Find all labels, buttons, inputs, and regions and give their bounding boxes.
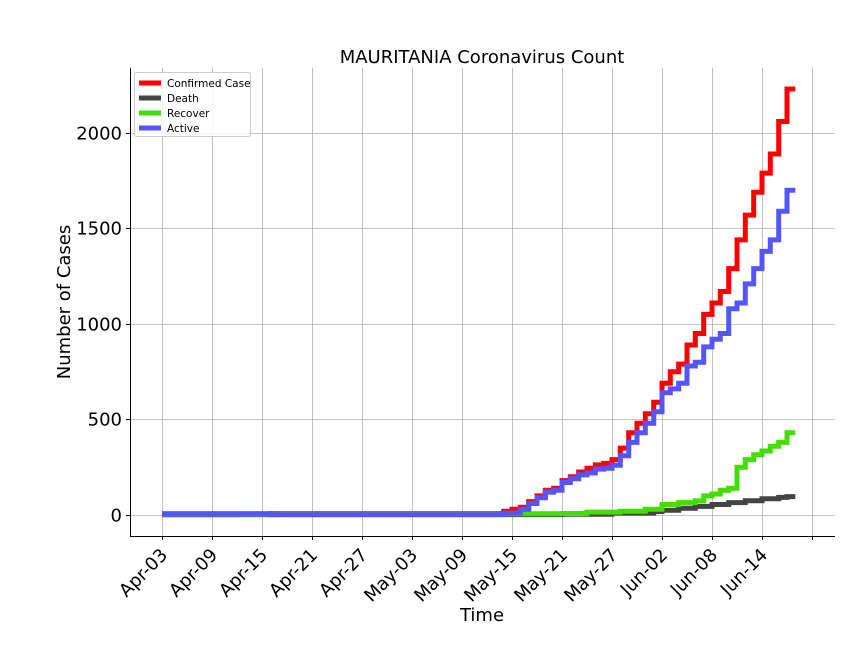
series-line-confirmed-case xyxy=(162,86,796,517)
x-tick-label: Jun-14 xyxy=(716,545,772,601)
legend: Confirmed Case Death Recover Active xyxy=(134,72,251,137)
y-tick-label: 1000 xyxy=(76,315,122,336)
y-ticks: 0 500 1000 1500 2000 xyxy=(76,124,130,527)
x-tick-label: Apr-21 xyxy=(265,545,322,602)
x-tick-label: Jun-08 xyxy=(666,545,722,601)
chart-title: MAURITANIA Coronavirus Count xyxy=(340,47,625,68)
y-tick-label: 2000 xyxy=(76,124,122,145)
x-tick-label: May-03 xyxy=(360,545,422,607)
y-tick-label: 1500 xyxy=(76,219,122,240)
legend-label-death: Death xyxy=(167,93,199,105)
x-ticks: Apr-03Apr-09Apr-15Apr-21Apr-27May-03May-… xyxy=(115,536,813,607)
y-axis-label: Number of Cases xyxy=(54,225,75,380)
x-tick-label: May-21 xyxy=(510,545,572,607)
x-axis-label: Time xyxy=(459,605,504,626)
x-tick-label: Apr-09 xyxy=(165,545,222,602)
y-tick-label: 500 xyxy=(88,410,122,431)
x-tick-label: May-09 xyxy=(410,545,472,607)
x-tick-label: Jun-02 xyxy=(616,545,672,601)
legend-label-active: Active xyxy=(167,123,199,135)
y-tick-label: 0 xyxy=(111,506,122,527)
series-line-recover xyxy=(162,430,796,518)
legend-label-confirmed-case: Confirmed Case xyxy=(167,78,251,90)
series-layer xyxy=(162,86,796,518)
grid xyxy=(130,68,835,536)
x-tick-label: Apr-03 xyxy=(115,545,172,602)
legend-label-recover: Recover xyxy=(167,108,210,120)
x-tick-label: May-15 xyxy=(460,545,522,607)
x-tick-label: Apr-15 xyxy=(215,545,272,602)
x-tick-label: May-27 xyxy=(560,545,622,607)
series-line-active xyxy=(162,187,796,518)
legend-box xyxy=(134,72,251,137)
axes xyxy=(130,68,835,537)
